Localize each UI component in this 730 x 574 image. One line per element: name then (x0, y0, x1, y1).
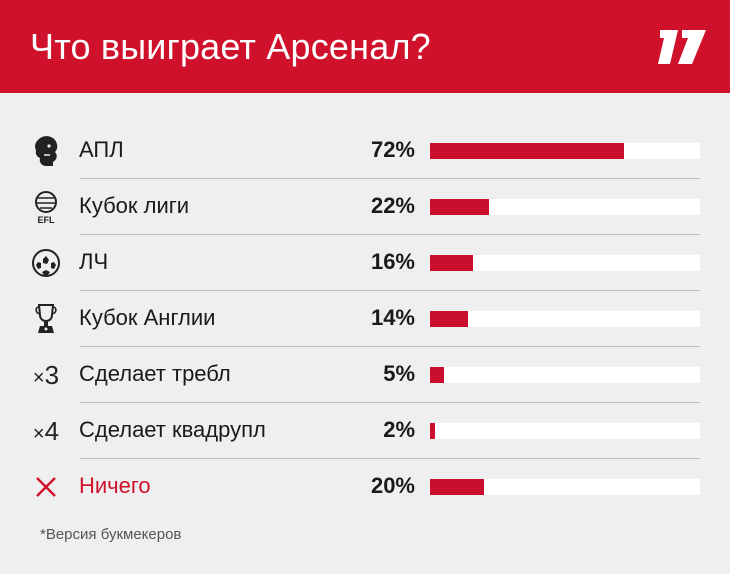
footnote: *Версия букмекеров (40, 526, 182, 543)
page-title: Что выиграет Арсенал? (30, 26, 431, 67)
bar (430, 367, 444, 383)
bar-track (430, 479, 700, 495)
chart-row: ×3 Сделает требл 5% (30, 347, 700, 403)
chart-row: ×4 Сделает квадрупл 2% (30, 403, 700, 459)
bar-track (430, 199, 700, 215)
bar (430, 199, 489, 215)
value-label: 22% (370, 193, 415, 218)
chart-row: Ничего 20% (30, 459, 700, 515)
row-divider (80, 458, 700, 459)
efl-ball-icon: EFL (30, 191, 62, 224)
bar (430, 143, 624, 159)
chart-row: АПЛ 72% (30, 123, 700, 179)
row-divider (80, 346, 700, 347)
row-divider (80, 290, 700, 291)
x3-icon: ×3 (32, 359, 60, 390)
category-label: Ничего (79, 473, 151, 498)
x4-icon: ×4 (32, 415, 60, 446)
category-label: ЛЧ (79, 249, 109, 274)
bar (430, 423, 435, 439)
row-divider (80, 178, 700, 179)
bar-track (430, 367, 700, 383)
fa-cup-trophy-icon (30, 303, 62, 335)
cross-icon (30, 471, 62, 503)
bar-track (430, 255, 700, 271)
value-label: 14% (370, 305, 415, 330)
value-label: 16% (370, 249, 415, 274)
row-divider (80, 234, 700, 235)
bar-track (430, 311, 700, 327)
bar (430, 311, 468, 327)
sports-ru-logo-icon (658, 30, 706, 64)
chart-row: ЛЧ 16% (30, 235, 700, 291)
value-label: 2% (383, 417, 415, 442)
bar (430, 255, 473, 271)
value-label: 5% (383, 361, 415, 386)
category-label: Кубок Англии (79, 305, 216, 330)
svg-text:EFL: EFL (38, 215, 56, 224)
row-divider (80, 402, 700, 403)
category-label: Сделает требл (79, 361, 231, 386)
category-label: АПЛ (79, 137, 124, 162)
chart-row: Кубок Англии 14% (30, 291, 700, 347)
header-banner: Что выиграет Арсенал? (0, 0, 730, 93)
category-label: Сделает квадрупл (79, 417, 266, 442)
bar (430, 479, 484, 495)
value-label: 20% (370, 473, 415, 498)
bar-track (430, 143, 700, 159)
champions-league-ball-icon (30, 247, 62, 279)
premier-league-lion-icon (30, 135, 62, 167)
chart-row: EFL Кубок лиги 22% (30, 179, 700, 235)
value-label: 72% (370, 137, 415, 162)
category-label: Кубок лиги (79, 193, 190, 218)
bar-track (430, 423, 700, 439)
